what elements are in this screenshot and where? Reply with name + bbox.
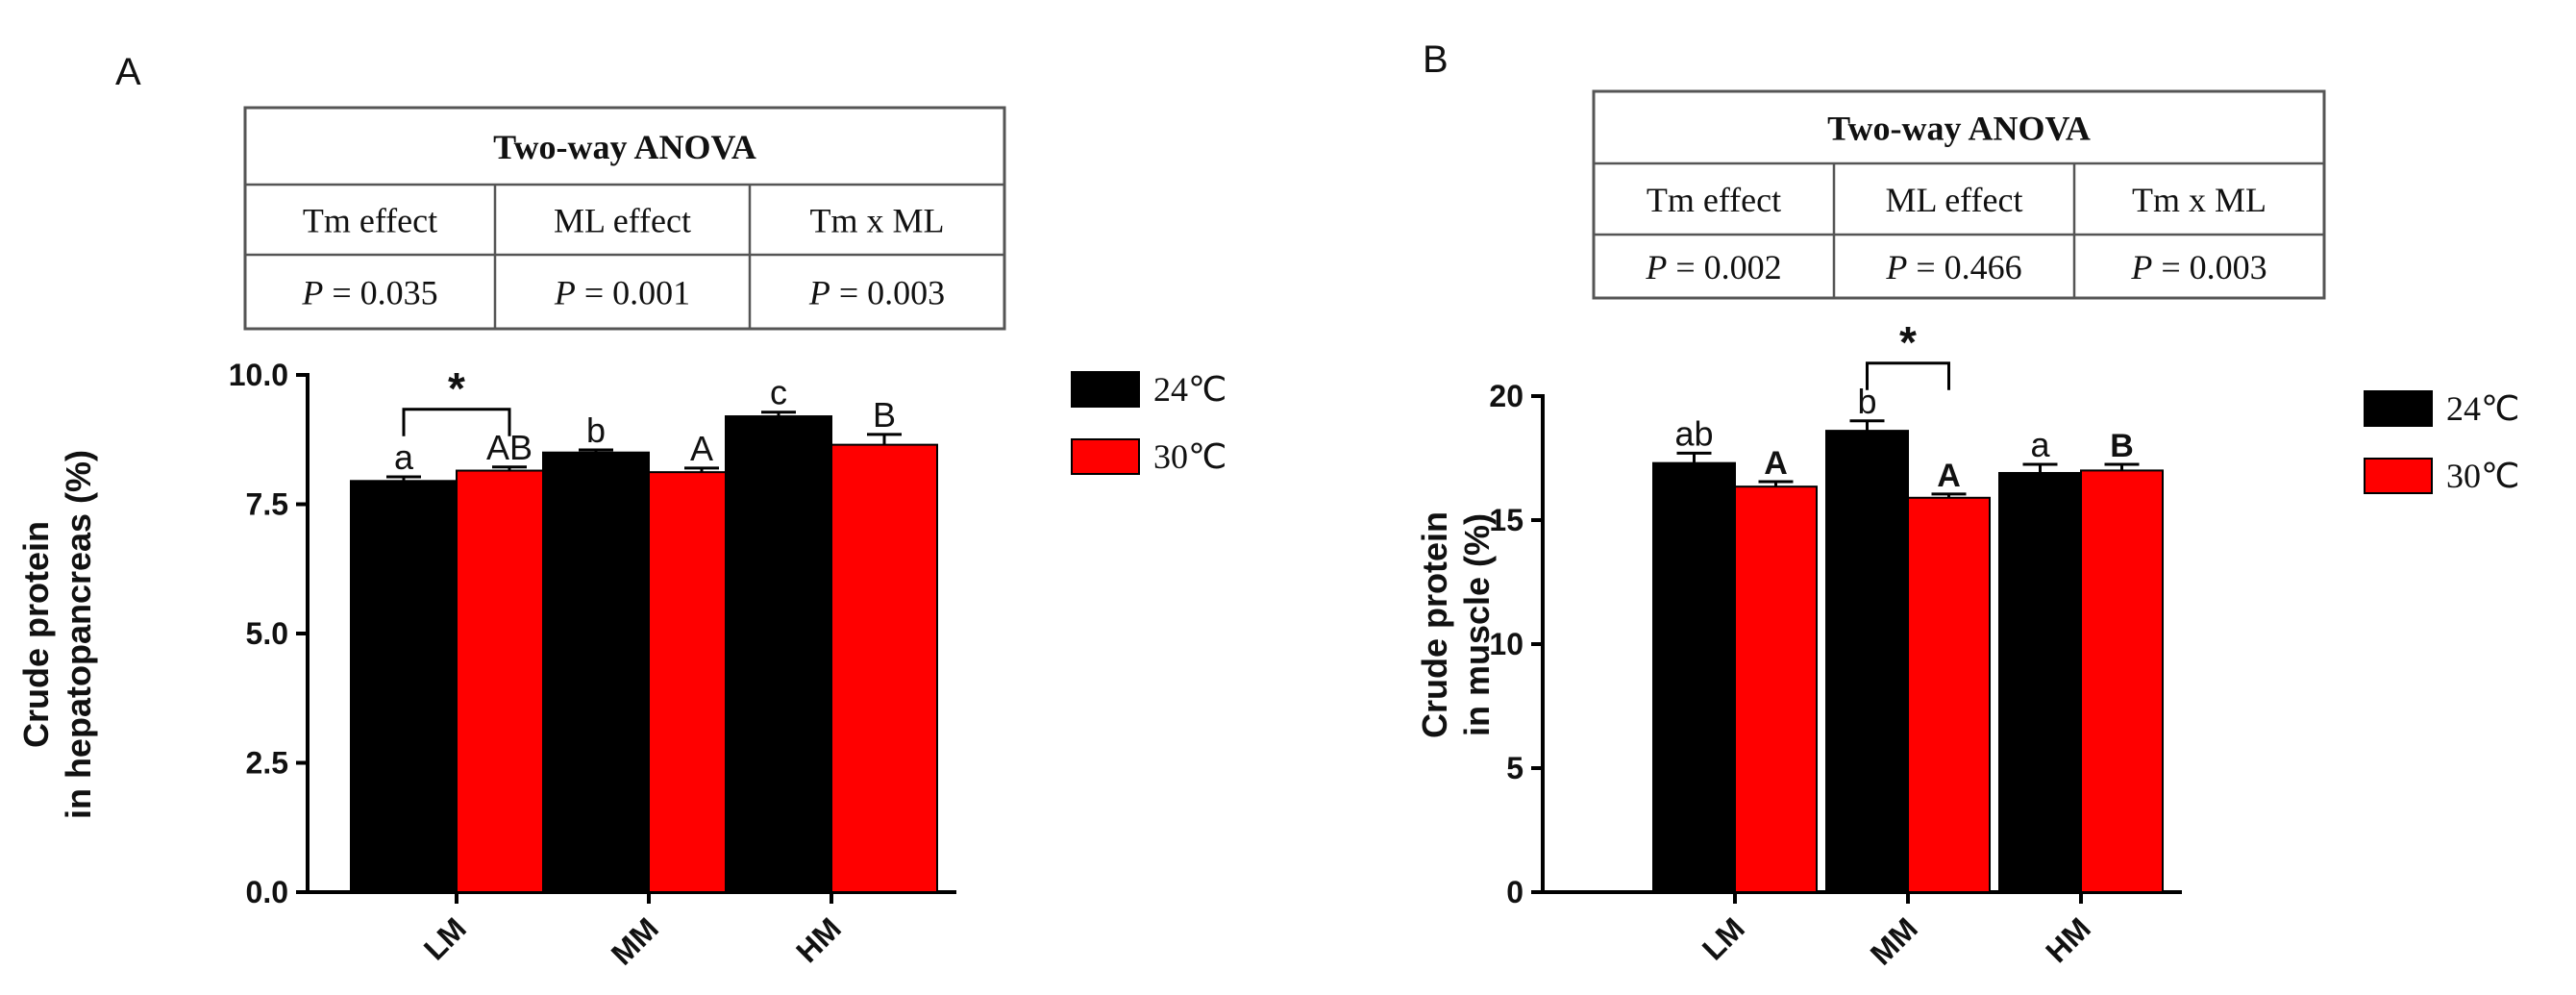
significance-star: * [1899,317,1917,367]
x-category-label: LM [1696,910,1751,966]
anova-header: Tm x ML [810,202,945,240]
y-axis-title: Crude proteinin muscle (%) [1415,511,1497,738]
y-axis: 0.0 2.5 5.0 7.5 10.0 [229,358,310,909]
bar-lm-series-0 [1652,461,1736,893]
legend-label: 30℃ [2446,457,2519,495]
significance-letter: B [873,395,896,435]
panel-a: A Two-way ANOVA Tm effect P = 0.035 ML effec… [16,51,1226,972]
p-value-text: = 0.003 [2152,248,2266,286]
p-value-text: = 0.002 [1667,248,1781,286]
bar-hm-series-0 [1998,471,2082,893]
legend: 24℃ 30℃ [2364,389,2519,495]
anova-p-value: P = 0.035 [301,274,437,312]
y-axis-title-line: Crude protein [1415,511,1454,738]
legend-swatch-1 [2364,458,2433,494]
p-symbol: P [808,274,830,312]
p-symbol: P [301,274,323,312]
p-symbol: P [1885,248,1907,286]
p-symbol: P [2130,248,2152,286]
bar-mm-series-1 [1907,496,1991,894]
y-tick-label: 5.0 [246,616,288,651]
significance-letter: a [394,437,414,477]
y-tick-label: 10.0 [229,358,288,392]
x-category-label: MM [1864,910,1924,971]
legend: 24℃ 30℃ [1071,370,1226,476]
anova-table: Two-way ANOVA Tm effect P = 0.002 ML effect… [1592,89,2326,300]
y-axis-title-line: in hepatopancreas (%) [59,450,98,819]
bars: ab Ab Aa B [1652,382,2164,894]
anova-header: Tm x ML [2132,181,2266,219]
y-tick-label: 2.5 [246,746,288,781]
bar-hm-series-1 [830,443,938,893]
x-category-label: LM [417,910,473,966]
anova-p-value: P = 0.002 [1645,248,1781,286]
significance-letter: b [1857,382,1876,421]
legend-swatch-0 [1071,371,1140,408]
y-axis-title: Crude proteinin hepatopancreas (%) [16,450,98,819]
p-value-text: = 0.001 [576,274,690,312]
y-axis: 0 5 10 15 20 [1489,379,1545,909]
bar-hm-series-1 [2080,469,2164,893]
bars: a AB b AcB [350,373,938,893]
y-tick-label: 10 [1489,627,1523,661]
significance-letter: a [2030,425,2050,464]
significance-letter: B [2110,428,2134,464]
bar-hm-series-0 [725,415,832,893]
y-axis-title-line: in muscle (%) [1457,513,1497,736]
legend-label: 24℃ [2446,389,2519,428]
bar-mm-series-0 [1825,430,1909,893]
x-category-label: HM [789,910,848,969]
significance-letter: A [1764,445,1788,482]
y-tick-label: 0.0 [246,875,288,909]
y-tick-label: 0 [1506,875,1523,909]
y-tick-label: 20 [1489,379,1523,413]
anova-p-value: P = 0.003 [808,274,945,312]
p-symbol: P [1645,248,1667,286]
legend-label: 24℃ [1153,370,1226,409]
panel-b: B Two-way ANOVA Tm effect P = 0.002 ML effec… [1415,38,2519,972]
legend-swatch-0 [2364,390,2433,427]
anova-title: Two-way ANOVA [493,128,756,166]
significance-letter: c [770,373,787,412]
bracket-line [402,408,511,436]
bar-mm-series-0 [542,451,650,893]
significance-letter: b [586,410,606,450]
panel-letter: B [1423,38,1449,81]
anova-p-value: P = 0.001 [554,274,690,312]
y-axis-title-line: Crude protein [16,521,56,748]
y-tick-label: 5 [1506,751,1523,785]
x-category-label: HM [2039,910,2097,969]
anova-table-border [243,106,1006,331]
p-symbol: P [554,274,576,312]
significance-letter: A [1937,458,1961,494]
bracket-line [1866,361,1950,390]
significance-star: * [448,363,465,413]
y-tick-label: 15 [1489,503,1523,537]
significance-bracket: * [1866,317,1950,390]
y-tick-label: 7.5 [246,487,288,522]
anova-header: Tm effect [1647,181,1781,219]
anova-table: Two-way ANOVA Tm effect P = 0.035 ML effect… [243,106,1006,331]
p-value-text: = 0.035 [323,274,437,312]
anova-header: ML effect [554,202,691,240]
anova-header: ML effect [1886,181,2023,219]
panel-letter: A [115,51,141,93]
significance-letter: A [690,429,713,468]
bar-lm-series-0 [350,480,458,893]
legend-label: 30℃ [1153,437,1226,476]
significance-bracket: * [402,363,511,436]
anova-p-value: P = 0.003 [2130,248,2266,286]
p-value-text: = 0.466 [1907,248,2021,286]
x-category-label: MM [605,910,665,971]
anova-p-value: P = 0.466 [1885,248,2021,286]
anova-table-border [1592,89,2326,300]
significance-letter: ab [1674,413,1713,453]
anova-title: Two-way ANOVA [1827,110,2091,148]
bar-lm-series-1 [1734,485,1818,893]
legend-swatch-1 [1071,438,1140,475]
p-value-text: = 0.003 [830,274,945,312]
anova-header: Tm effect [303,202,437,240]
